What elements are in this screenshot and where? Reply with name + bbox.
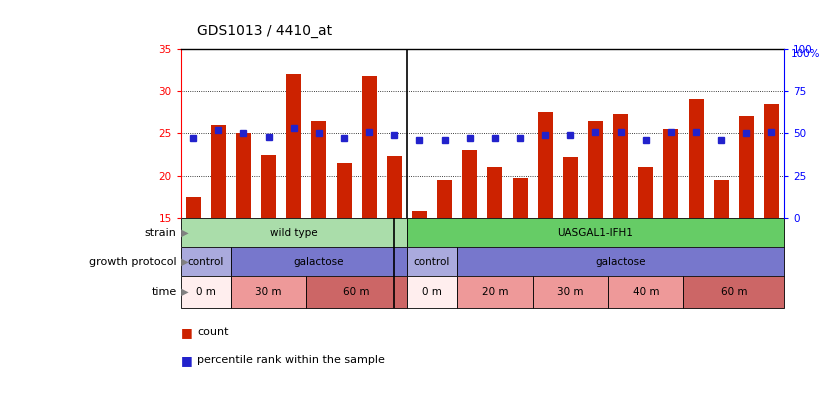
Bar	[181, 218, 407, 247]
Text: 60 m: 60 m	[343, 287, 370, 297]
Bar	[412, 211, 427, 218]
Text: ▶: ▶	[178, 228, 189, 238]
Bar	[512, 178, 528, 218]
Bar	[362, 76, 377, 218]
Bar	[236, 133, 251, 218]
Bar	[211, 125, 226, 218]
Bar	[287, 74, 301, 218]
Text: 30 m: 30 m	[557, 287, 584, 297]
Bar	[231, 247, 407, 276]
Text: count: count	[197, 327, 228, 337]
Text: 30 m: 30 m	[255, 287, 282, 297]
Bar	[407, 247, 457, 276]
Bar	[588, 121, 603, 218]
Bar	[186, 197, 201, 218]
Bar	[613, 114, 628, 218]
Text: ■: ■	[181, 354, 192, 367]
Text: galactose: galactose	[294, 257, 344, 267]
Text: wild type: wild type	[270, 228, 318, 238]
Bar	[638, 167, 654, 218]
Text: time: time	[151, 287, 177, 297]
Bar	[608, 276, 683, 308]
Text: control: control	[414, 257, 450, 267]
Text: control: control	[187, 257, 224, 267]
Bar	[689, 100, 704, 218]
Bar	[181, 247, 231, 276]
Bar	[231, 276, 306, 308]
Bar	[337, 163, 351, 218]
Text: ■: ■	[181, 326, 192, 339]
Bar	[311, 121, 327, 218]
Text: 60 m: 60 m	[721, 287, 747, 297]
Bar	[713, 180, 729, 218]
Bar	[488, 167, 502, 218]
Bar	[457, 276, 533, 308]
Text: galactose: galactose	[595, 257, 646, 267]
Text: 0 m: 0 m	[422, 287, 442, 297]
Bar	[437, 180, 452, 218]
Bar	[181, 276, 231, 308]
Text: 40 m: 40 m	[632, 287, 659, 297]
Text: 0 m: 0 m	[196, 287, 216, 297]
Bar	[457, 247, 784, 276]
Bar	[533, 276, 608, 308]
Bar	[764, 104, 779, 218]
Bar	[387, 156, 402, 218]
Bar	[739, 116, 754, 218]
Bar	[538, 112, 553, 218]
Bar	[407, 218, 784, 247]
Bar	[306, 276, 407, 308]
Text: UASGAL1-IFH1: UASGAL1-IFH1	[557, 228, 634, 238]
Text: 100%: 100%	[791, 49, 820, 59]
Bar	[407, 276, 457, 308]
Text: percentile rank within the sample: percentile rank within the sample	[197, 356, 385, 365]
Bar	[563, 157, 578, 218]
Text: GDS1013 / 4410_at: GDS1013 / 4410_at	[197, 24, 333, 38]
Text: growth protocol: growth protocol	[89, 257, 177, 267]
Text: ▶: ▶	[178, 257, 189, 267]
Text: 20 m: 20 m	[482, 287, 508, 297]
Bar	[683, 276, 784, 308]
Text: strain: strain	[144, 228, 177, 238]
Bar	[462, 150, 477, 218]
Bar	[261, 155, 276, 218]
Bar	[663, 129, 678, 218]
Text: ▶: ▶	[178, 287, 189, 297]
